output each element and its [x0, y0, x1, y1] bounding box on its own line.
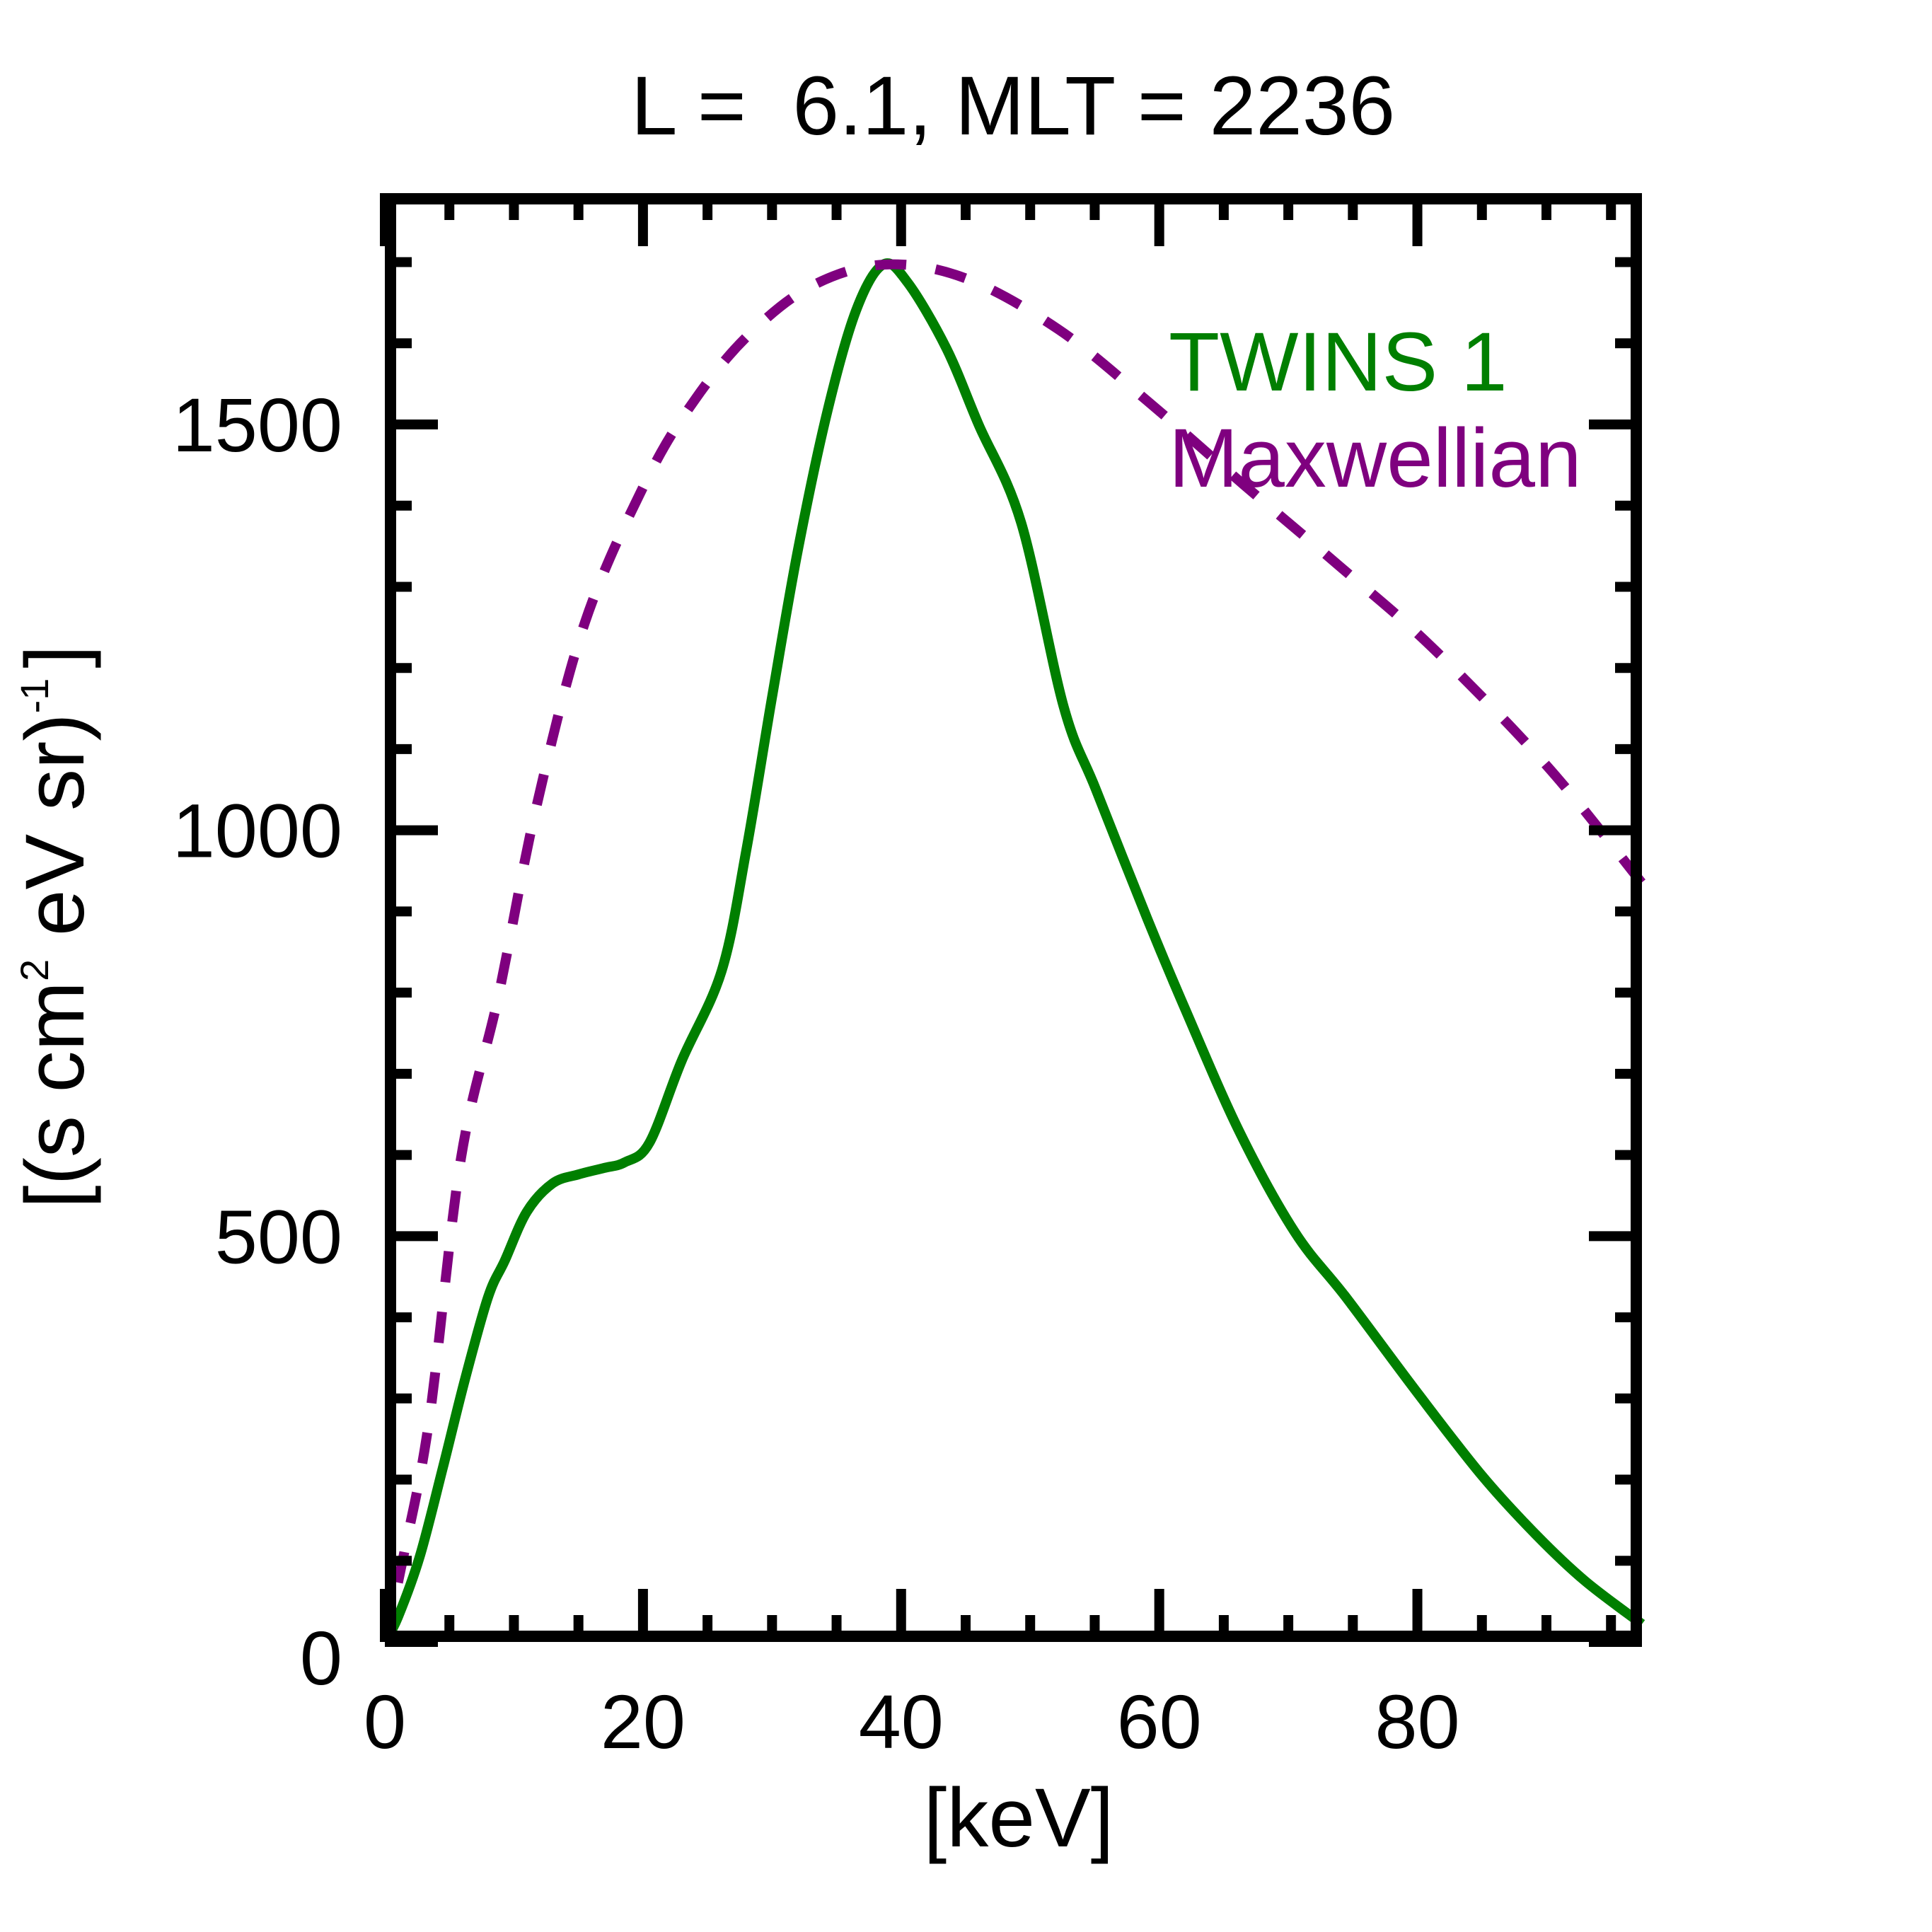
y-tick-label: 1000: [173, 788, 342, 874]
y-axis-label: [(s cm2 eV sr)-1]: [8, 645, 102, 1208]
x-tick-label: 0: [364, 1679, 406, 1764]
y-axis-label-suffix: ]: [8, 645, 102, 669]
series-line-twins-1: [380, 258, 1645, 1645]
x-tick-label: 80: [1375, 1679, 1459, 1764]
y-axis-label-middle: eV sr): [8, 713, 102, 959]
x-tick-label: 60: [1117, 1679, 1202, 1764]
y-tick-label: 500: [215, 1193, 342, 1279]
x-tick-labels: 0 20 40 60 80: [364, 1679, 1460, 1764]
legend-entry-maxwellian: Maxwellian: [1169, 412, 1582, 505]
y-tick-label: 1500: [173, 382, 342, 468]
x-tick-label: 40: [859, 1679, 944, 1764]
y-tick-labels: 0 500 1000 1500: [173, 382, 342, 1701]
chart-title: L = 6.1, MLT = 2236: [631, 59, 1395, 153]
legend: TWINS 1 Maxwellian: [1169, 316, 1582, 505]
y-axis-label-prefix: [(s cm: [8, 981, 102, 1208]
x-axis-label: [keV]: [924, 1771, 1114, 1865]
x-tick-label: 20: [601, 1679, 686, 1764]
legend-entry-twins1: TWINS 1: [1169, 316, 1508, 409]
plot-frame: [385, 193, 1642, 1642]
y-tick-label: 0: [300, 1615, 342, 1701]
series-line-maxwellian: [380, 259, 1646, 1643]
y-axis-label-superscript-minus1: -1: [12, 678, 57, 714]
y-axis-label-superscript-2: 2: [12, 959, 57, 981]
series-layer: [380, 258, 1646, 1645]
